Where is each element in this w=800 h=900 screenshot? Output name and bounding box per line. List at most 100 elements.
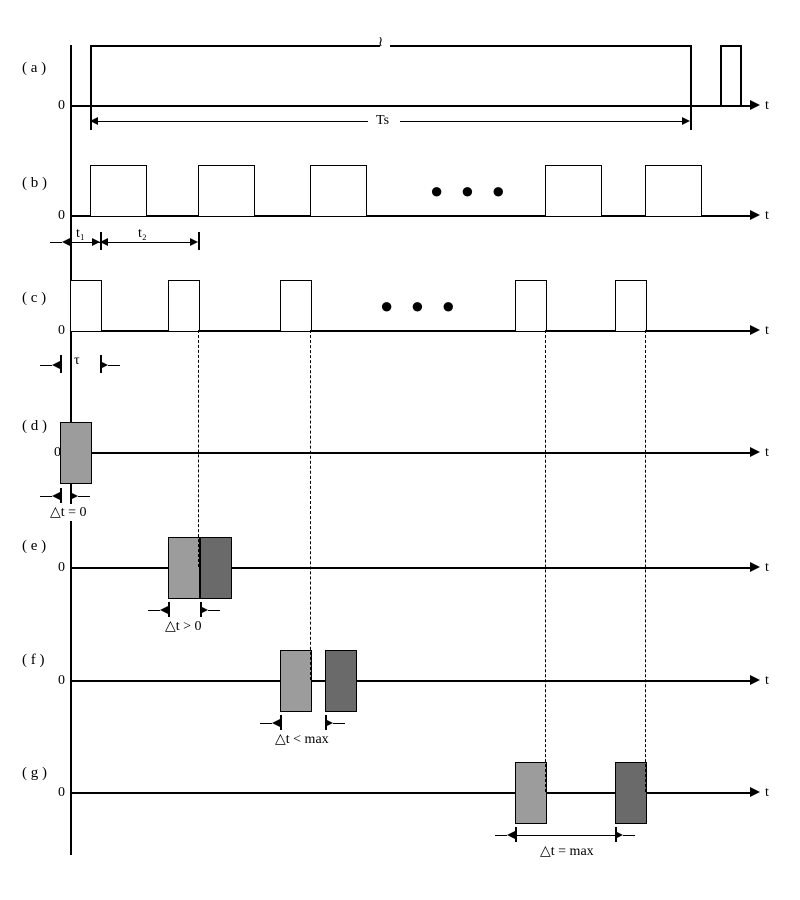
dtl-ro [333,723,345,724]
dtm-text: △t = max [540,843,594,860]
t1-line-out-l [50,242,62,243]
row-label-d: ( d ) [22,418,47,435]
a-top-2 [390,45,690,47]
a-rise-2 [720,45,722,105]
g-arrow [750,787,760,797]
f-rect-1 [280,650,312,712]
dtl-tick-l [280,715,282,730]
dash-2 [310,330,312,680]
b-pulse-5 [645,165,702,216]
f-t: t [765,673,769,689]
tau-line-out-r [108,365,120,366]
g-rect-2 [615,762,647,824]
g-axis [70,792,750,794]
e-rect-2 [200,537,232,599]
c-pulse-5 [615,280,647,331]
dtl-lo [260,723,272,724]
dtg-al [160,606,168,614]
dtg-ro [208,610,220,611]
a-break-1: ≀ [378,34,383,51]
f-arrow [750,675,760,685]
dt0-al [52,492,60,500]
c-pulse-1 [70,280,102,331]
g-zero: 0 [58,785,65,801]
tau-tick-l [60,355,62,373]
dash-4 [645,330,647,792]
f-zero: 0 [58,673,65,689]
dtl-ar [325,719,333,727]
f-axis [70,680,750,682]
ts-line-1 [98,121,368,122]
dtm-mid [515,835,615,836]
b-pulse-4 [545,165,602,216]
e-rect-1 [168,537,200,599]
row-label-c: ( c ) [22,290,46,307]
dtg-ar [200,606,208,614]
b-zero: 0 [58,208,65,224]
d-t: t [765,445,769,461]
row-label-g: ( g ) [22,765,47,782]
ts-arrow-r [682,117,690,125]
tau-text: τ [74,353,80,369]
row-label-b: ( b ) [22,175,47,192]
tau-ar [100,361,108,369]
dtm-lo [495,835,507,836]
a-arrow [750,100,760,110]
a-axis [70,105,750,107]
timing-diagram: ( a ) ≀ 0 t ≀ Ts ( b ) 0 t ● ● ● t₁ t₂ (… [20,20,780,880]
b-t: t [765,208,769,224]
dt0-ar [70,492,78,500]
ts-tick-r [690,105,692,130]
c-arrow [750,325,760,335]
dt0-text: △t = 0 [50,504,87,521]
ts-text: Ts [376,113,389,129]
t1-al [62,238,70,246]
t2-ar [190,238,198,246]
c-t: t [765,323,769,339]
dtm-ro [623,835,635,836]
a-top-1 [90,45,380,47]
dtm-ar [615,831,623,839]
dash-3 [545,330,547,792]
tau-al [52,361,60,369]
ts-tick-l [90,105,92,130]
t2-tick-r [198,232,200,250]
dtl-text: △t < max [275,731,329,748]
d-rect [60,422,92,484]
t1-ar [92,238,100,246]
b-pulse-2 [198,165,255,216]
c-ellipsis: ● ● ● [380,293,461,319]
c-pulse-2 [168,280,200,331]
a-right-edge [740,45,742,105]
dt0-lo [40,496,52,497]
g-rect-1 [515,762,547,824]
dtg-lo [148,610,160,611]
c-pulse-3 [280,280,312,331]
dtl-al [272,719,280,727]
t1-tick-l [70,232,72,250]
d-arrow [750,447,760,457]
dtm-al [507,831,515,839]
row-label-a: ( a ) [22,60,46,77]
b-pulse-3 [310,165,367,216]
dtg-text: △t > 0 [165,618,202,635]
a-zero: 0 [58,98,65,114]
row-label-f: ( f ) [22,652,45,669]
e-t: t [765,560,769,576]
f-rect-2 [325,650,357,712]
c-zero: 0 [58,323,65,339]
a-top-3 [720,45,740,47]
e-zero: 0 [58,560,65,576]
tau-line-out-l [40,365,52,366]
dt0-tick-l [60,488,62,503]
b-ellipsis: ● ● ● [430,178,511,204]
a-fall [690,45,692,105]
dt0-ro [78,496,90,497]
t2-al [100,238,108,246]
t1-text: t₁ [76,226,85,242]
ts-line-2 [400,121,682,122]
dash-1 [198,330,200,567]
dtg-tick-l [168,602,170,617]
row-label-e: ( e ) [22,538,46,555]
g-t: t [765,785,769,801]
